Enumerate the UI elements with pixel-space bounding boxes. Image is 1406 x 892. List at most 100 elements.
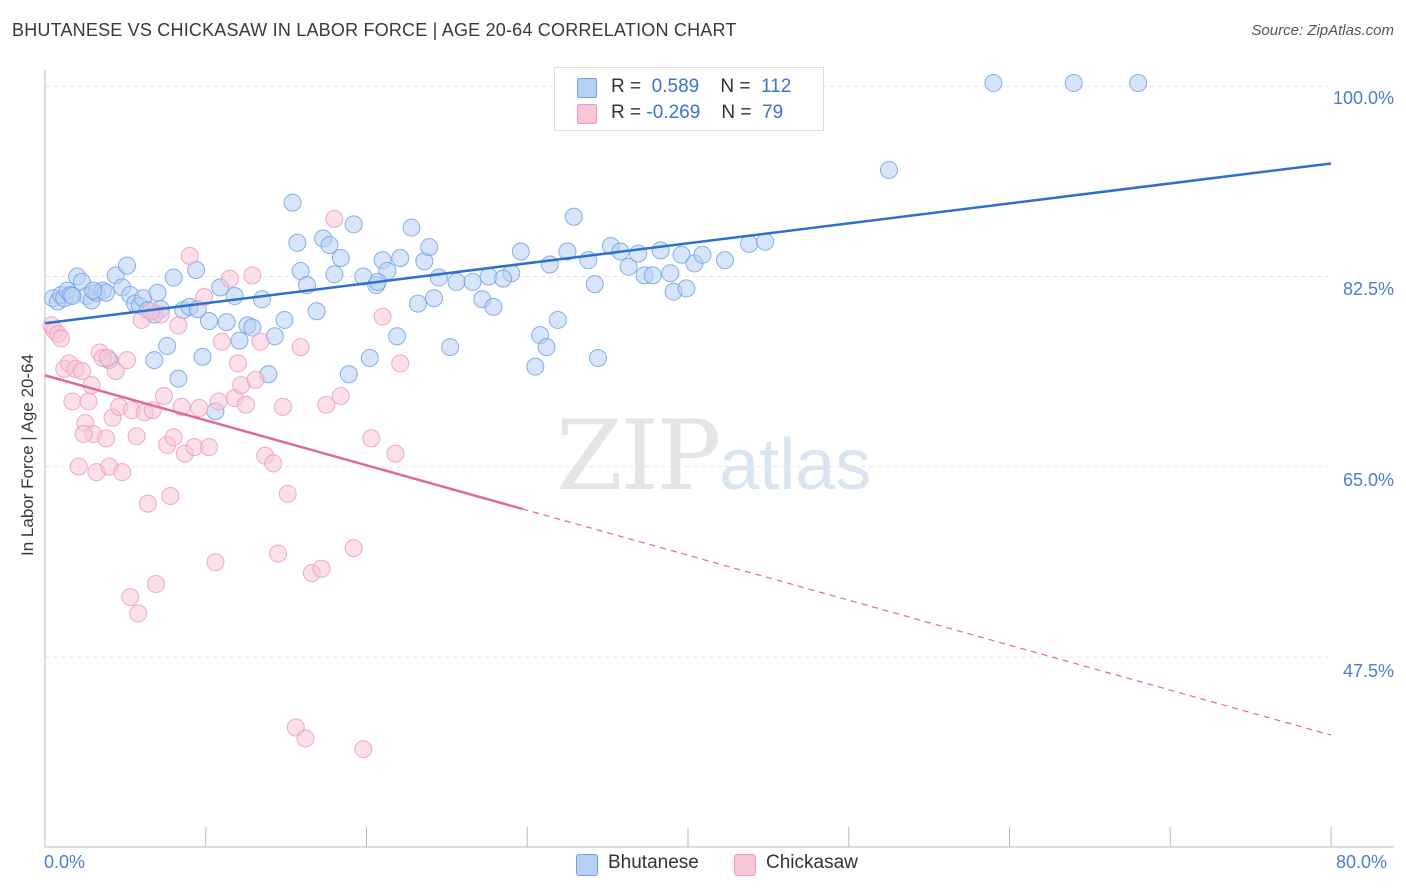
legend-swatch-blue xyxy=(577,78,597,98)
bhutanese-point xyxy=(148,283,167,302)
legend-swatch-pink xyxy=(577,104,597,124)
chickasaw-point xyxy=(312,559,331,578)
bhutanese-point xyxy=(429,268,448,287)
y-tick-label-65: 65.0% xyxy=(1342,470,1394,490)
chickasaw-point xyxy=(195,288,214,307)
chickasaw-point xyxy=(69,457,88,476)
bhutanese-point xyxy=(360,348,379,367)
bhutanese-point xyxy=(558,242,577,261)
bhutanese-point xyxy=(225,287,244,306)
bhutanese-point xyxy=(230,331,249,350)
source-prefix: Source: xyxy=(1251,22,1304,39)
chickasaw-point xyxy=(117,351,136,370)
bhutanese-point xyxy=(564,207,583,226)
chickasaw-point xyxy=(169,316,188,335)
chickasaw-point xyxy=(325,209,344,228)
bhutanese-point xyxy=(283,193,302,212)
legend-n-label: N = xyxy=(721,102,752,123)
legend-text-chickasaw: R = -0.269 N = 79 xyxy=(611,102,783,124)
bhutanese-point xyxy=(619,257,638,276)
bhutanese-point xyxy=(537,338,556,357)
chickasaw-point xyxy=(79,392,98,411)
bhutanese-point xyxy=(756,232,775,251)
bhutanese-point xyxy=(145,351,164,370)
series-swatch-bhutanese xyxy=(576,854,598,876)
chickasaw-point xyxy=(362,429,381,448)
y-tick-label-47-5: 47.5% xyxy=(1342,661,1394,681)
chickasaw-point xyxy=(74,425,93,444)
bhutanese-point xyxy=(879,160,898,179)
legend-r-value: 0.589 xyxy=(651,76,700,97)
chickasaw-point xyxy=(161,486,180,505)
bhutanese-point xyxy=(344,215,363,234)
chickasaw-point xyxy=(243,266,262,285)
legend-n-value: 112 xyxy=(761,76,792,97)
chickasaw-point xyxy=(391,354,410,373)
chickasaw-point xyxy=(121,588,140,607)
bhutanese-point xyxy=(402,218,421,237)
legend-r-value: -0.269 xyxy=(646,102,701,123)
chickasaw-point xyxy=(113,463,132,482)
bhutanese-point xyxy=(408,294,427,313)
series-legend: Bhutanese Chickasaw xyxy=(0,852,1406,878)
bhutanese-point xyxy=(63,287,82,306)
chickasaw-point xyxy=(291,338,310,357)
bhutanese-point xyxy=(643,266,662,285)
chickasaw-point xyxy=(220,269,239,288)
bhutanese-point xyxy=(288,233,307,252)
chickasaw-point xyxy=(251,332,270,351)
bhutanese-point xyxy=(588,348,607,367)
bhutanese-point xyxy=(199,312,218,331)
bhutanese-point xyxy=(320,235,339,254)
chickasaw-point xyxy=(373,307,392,326)
chickasaw-point xyxy=(209,392,228,411)
series-swatch-chickasaw xyxy=(734,854,756,876)
bhutanese-point xyxy=(672,245,691,264)
bhutanese-point xyxy=(984,74,1003,93)
bhutanese-point xyxy=(715,251,734,270)
chickasaw-point xyxy=(138,494,157,513)
chickasaw-point xyxy=(180,246,199,265)
chickasaw-point xyxy=(386,444,405,463)
chickasaw-point xyxy=(127,427,146,446)
watermark-zip: ZIP xyxy=(556,400,721,512)
chickasaw-point xyxy=(246,370,265,389)
chickasaw-point xyxy=(190,398,209,417)
x-tick-label-80: 80.0% xyxy=(1336,852,1388,872)
chickasaw-point xyxy=(273,397,292,416)
bhutanese-point xyxy=(193,347,212,366)
bhutanese-point xyxy=(447,272,466,291)
chickasaw-point xyxy=(154,387,173,406)
legend-n-value: 79 xyxy=(762,102,784,123)
bhutanese-point xyxy=(339,365,358,384)
chickasaw-trend-line xyxy=(44,374,523,511)
chickasaw-point xyxy=(97,429,116,448)
bhutanese-trend-line xyxy=(44,162,1332,325)
bhutanese-point xyxy=(651,241,670,260)
chickasaw-point xyxy=(164,428,183,447)
bhutanese-point xyxy=(585,275,604,294)
bhutanese-point xyxy=(217,313,236,332)
y-axis-label: In Labor Force | Age 20-64 xyxy=(18,354,37,556)
bhutanese-point xyxy=(307,302,326,321)
legend-text-bhutanese: R = 0.589 N = 112 xyxy=(611,76,791,98)
chickasaw-trend-extension xyxy=(522,508,1332,736)
chickasaw-point xyxy=(269,544,288,563)
chickasaw-point xyxy=(52,329,71,348)
legend-r-label: R = xyxy=(611,102,642,123)
watermark-atlas: atlas xyxy=(719,425,872,505)
bhutanese-point xyxy=(441,338,460,357)
bhutanese-point xyxy=(740,234,759,253)
bhutanese-point xyxy=(275,310,294,329)
bhutanese-point xyxy=(484,297,503,316)
series-name-bhutanese: Bhutanese xyxy=(608,852,699,873)
y-tick-label-100: 100.0% xyxy=(1332,88,1394,108)
chart-source: Source: ZipAtlas.com xyxy=(1251,22,1394,39)
chickasaw-point xyxy=(354,740,373,759)
chickasaw-point xyxy=(199,438,218,457)
bhutanese-point xyxy=(1129,74,1148,93)
bhutanese-point xyxy=(677,279,696,298)
bhutanese-point xyxy=(158,337,177,356)
legend-n-label: N = xyxy=(720,76,751,97)
